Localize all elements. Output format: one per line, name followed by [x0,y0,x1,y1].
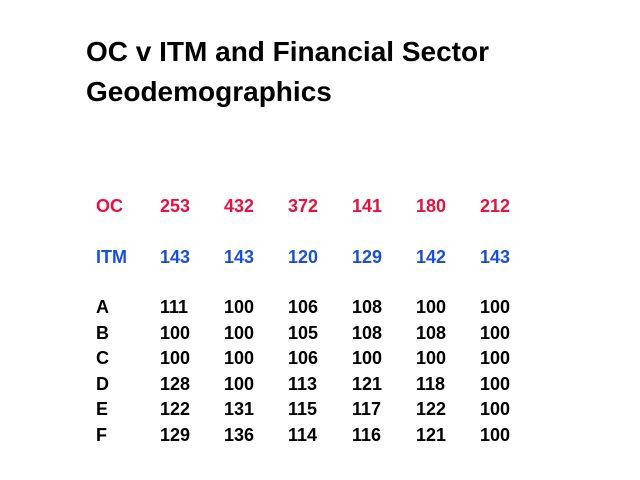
cell-value: 143 [160,247,191,267]
cell-value: 100 [416,297,447,317]
cell-value: 131 [224,399,255,419]
cell-value: 120 [288,247,319,267]
cell-value: 129 [160,425,191,445]
cell-value: 106 [288,348,319,368]
cell-value: 116 [352,425,382,445]
cell-value: 141 [352,196,383,216]
cell-value: 100 [480,297,511,317]
cell-value: 142 [416,247,447,267]
cell-value: 113 [288,374,318,394]
cell-value: 118 [416,374,446,394]
cell-value: 114 [288,425,318,445]
row-label: D [96,374,109,394]
cell-value: 143 [224,247,255,267]
row-label: B [96,323,109,343]
cell-value: 100 [480,323,511,343]
cell-value: 212 [480,196,511,216]
cell-value: 122 [160,399,191,419]
cell-value: 121 [416,425,447,445]
cell-value: 372 [288,196,319,216]
row-label: C [96,348,109,368]
cell-value: 121 [352,374,383,394]
cell-value: 108 [352,323,383,343]
cell-value: 100 [416,348,447,368]
cell-value: 180 [416,196,447,216]
cell-value: 100 [224,297,255,317]
cell-value: 143 [480,247,511,267]
cell-value: 100 [160,348,191,368]
cell-value: 100 [224,374,255,394]
cell-value: 100 [160,323,191,343]
cell-value: 253 [160,196,191,216]
cell-value: 100 [480,374,511,394]
cell-value: 100 [480,348,511,368]
cell-value: 106 [288,297,319,317]
cell-value: 100 [352,348,383,368]
row-label: F [96,425,107,445]
cell-value: 105 [288,323,319,343]
row-label: E [96,399,109,419]
cell-value: 100 [224,323,255,343]
cell-value: 108 [352,297,383,317]
row-label: OC [96,196,123,216]
cell-value: 432 [224,196,255,216]
cell-value: 111 [160,297,189,317]
cell-value: 128 [160,374,191,394]
cell-value: 100 [224,348,255,368]
cell-value: 129 [352,247,383,267]
cell-value: 117 [352,399,382,419]
row-label: A [96,297,109,317]
cell-value: 108 [416,323,447,343]
cell-value: 100 [480,425,511,445]
row-label: ITM [96,247,127,267]
cell-value: 100 [480,399,511,419]
cell-value: 115 [288,399,318,419]
title-line: OC v ITM and Financial Sector [86,36,489,67]
title-line: Geodemographics [86,76,332,107]
cell-value: 122 [416,399,447,419]
cell-value: 136 [224,425,255,445]
